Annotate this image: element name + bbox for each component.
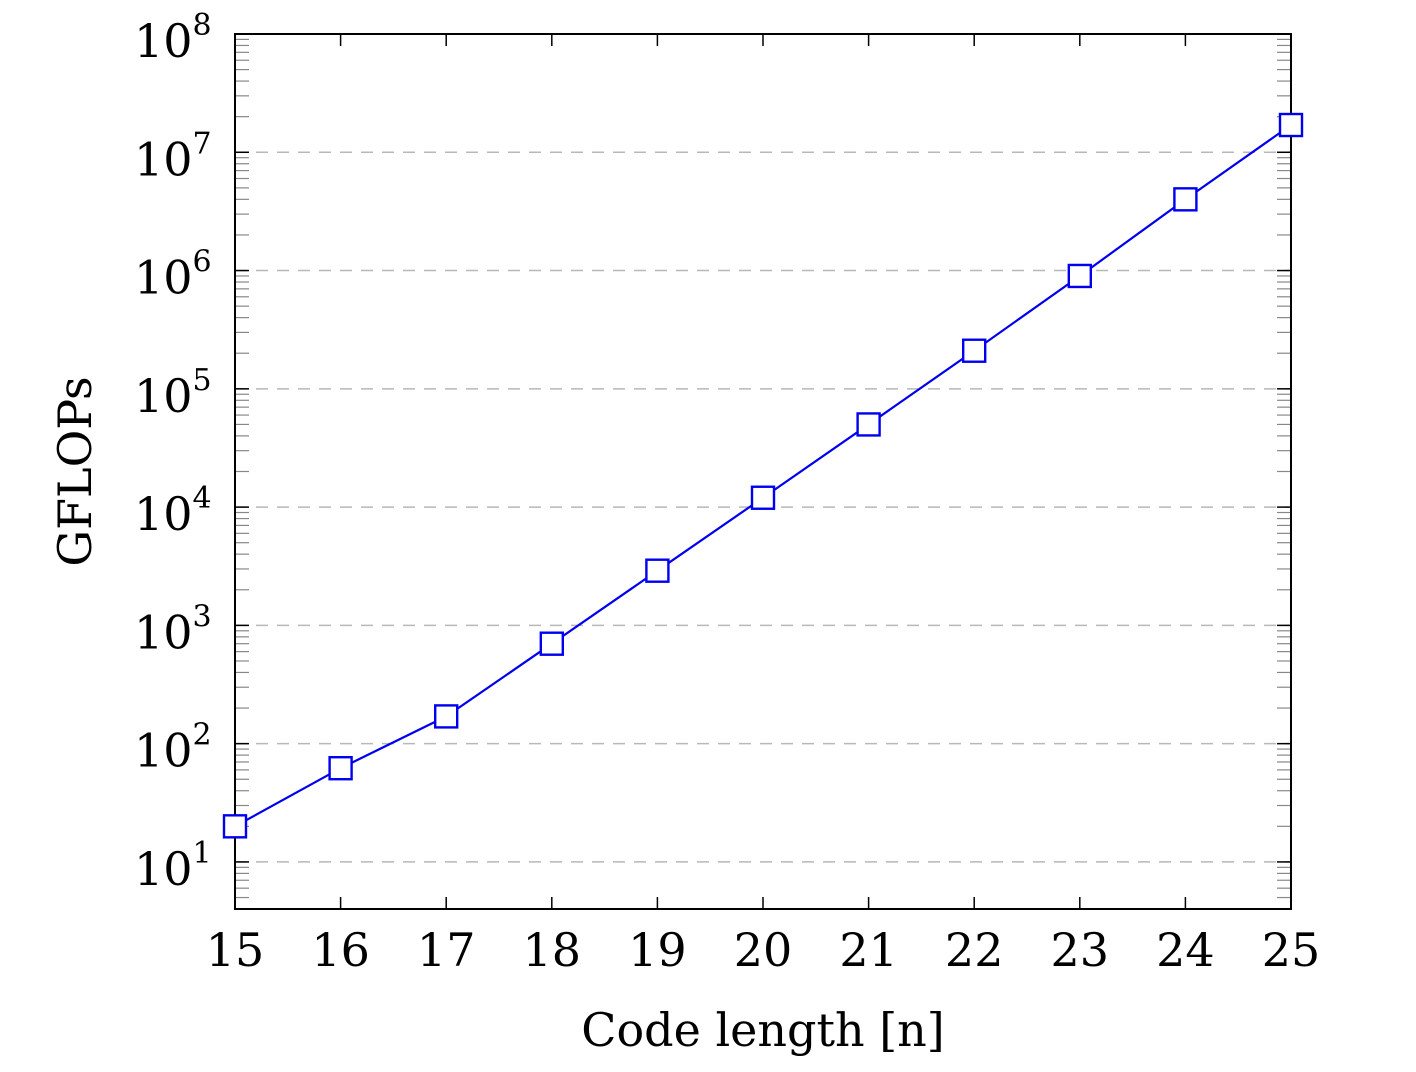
y-tick-label: 104: [134, 481, 212, 541]
y-tick-label: 108: [134, 8, 212, 68]
data-point-marker: [434, 704, 459, 729]
x-axis-title: Code length [n]: [581, 1003, 944, 1057]
x-tick-labels: 15 16 17 18 19 20 21 22 23 24 25: [206, 923, 1321, 977]
plot-frame: [234, 33, 1292, 910]
y-tick-label: 102: [134, 718, 212, 778]
y-tick-label: 107: [134, 126, 212, 186]
x-tick-label: 20: [734, 923, 793, 977]
x-tick-label: 24: [1156, 923, 1215, 977]
data-point-marker: [1278, 112, 1304, 138]
data-point-marker: [750, 485, 776, 510]
x-tick-label: 16: [311, 923, 370, 977]
minor-ticks: [235, 38, 1291, 910]
data-point-marker: [1067, 263, 1093, 289]
x-tick-label: 15: [206, 923, 265, 977]
y-tick-label: 106: [134, 245, 212, 305]
x-tick-label: 18: [523, 923, 582, 977]
y-tick-label: 101: [134, 836, 212, 896]
data-point-marker: [222, 814, 248, 839]
data-point-marker: [645, 558, 670, 583]
data-point-marker: [1173, 187, 1198, 212]
data-point-marker: [539, 631, 564, 656]
x-tick-label: 17: [417, 923, 476, 977]
y-axis-title: GFLOPs: [48, 376, 102, 566]
x-tick-label: 22: [945, 923, 1004, 977]
series-layer: [222, 112, 1304, 839]
x-tick-label: 25: [1262, 923, 1321, 977]
x-tick-label: 23: [1051, 923, 1110, 977]
grid-lines: [235, 33, 1291, 863]
x-tick-label: 21: [839, 923, 898, 977]
y-tick-labels: 101 102 103 104 105 106 107 108: [134, 8, 212, 896]
data-point-marker: [856, 412, 881, 437]
y-tick-label: 105: [134, 363, 212, 423]
y-tick-label: 103: [134, 599, 212, 659]
series-line: [234, 124, 1292, 828]
x-tick-label: 19: [628, 923, 687, 977]
data-point-marker: [962, 338, 987, 363]
major-ticks: [234, 33, 1292, 909]
data-point-marker: [328, 756, 353, 781]
